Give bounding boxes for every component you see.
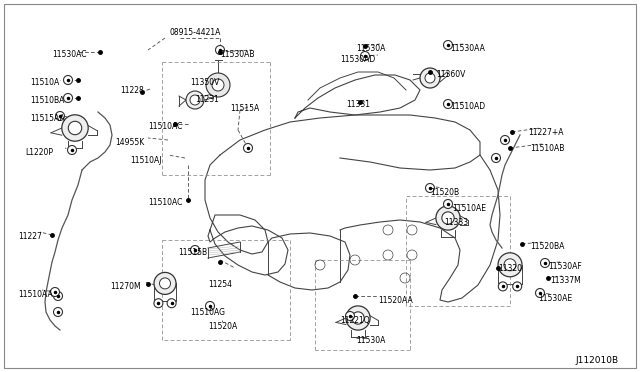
Text: 11510AC: 11510AC <box>148 198 182 207</box>
Text: 11530AE: 11530AE <box>538 294 572 303</box>
Text: 11530A: 11530A <box>356 336 385 345</box>
Circle shape <box>167 299 176 308</box>
Text: 11520A: 11520A <box>208 322 237 331</box>
Circle shape <box>206 73 230 97</box>
Text: 11510AC: 11510AC <box>148 122 182 131</box>
Text: 11515B: 11515B <box>178 248 207 257</box>
Circle shape <box>499 282 508 291</box>
Text: 11530AA: 11530AA <box>450 44 485 53</box>
Text: 11510A: 11510A <box>30 78 60 87</box>
Text: 11515A: 11515A <box>230 104 259 113</box>
Circle shape <box>205 301 214 311</box>
Text: 11270M: 11270M <box>110 282 141 291</box>
Text: 11510AE: 11510AE <box>452 204 486 213</box>
Text: 11510AD: 11510AD <box>450 102 485 111</box>
Text: 11337M: 11337M <box>550 276 580 285</box>
Circle shape <box>243 144 253 153</box>
Circle shape <box>68 121 82 135</box>
Circle shape <box>444 199 452 208</box>
Circle shape <box>536 289 545 298</box>
Circle shape <box>492 154 500 163</box>
Circle shape <box>420 68 440 88</box>
Circle shape <box>154 299 163 308</box>
Text: J112010B: J112010B <box>575 356 618 365</box>
Text: 11510AA: 11510AA <box>18 290 52 299</box>
Text: 11228: 11228 <box>120 86 144 95</box>
Text: 11227+A: 11227+A <box>528 128 563 137</box>
Text: 11320: 11320 <box>498 264 522 273</box>
Circle shape <box>212 79 224 91</box>
Text: 14955K: 14955K <box>115 138 144 147</box>
Text: 11530AB: 11530AB <box>220 50 255 59</box>
Circle shape <box>191 246 200 254</box>
Text: 11520B: 11520B <box>430 188 459 197</box>
Text: 11333: 11333 <box>444 218 468 227</box>
Text: 11510AJ: 11510AJ <box>130 156 161 165</box>
Circle shape <box>436 206 460 230</box>
Text: 11520AA: 11520AA <box>378 296 413 305</box>
Text: 11360V: 11360V <box>436 70 465 79</box>
Circle shape <box>63 93 72 103</box>
Text: 11530AF: 11530AF <box>548 262 582 271</box>
Circle shape <box>444 41 452 49</box>
Text: 11350V: 11350V <box>190 78 220 87</box>
Text: 11254: 11254 <box>208 280 232 289</box>
Circle shape <box>346 311 355 321</box>
Circle shape <box>513 282 522 291</box>
Circle shape <box>442 212 454 224</box>
Circle shape <box>54 292 63 301</box>
Text: 11520BA: 11520BA <box>530 242 564 251</box>
Circle shape <box>346 306 370 330</box>
Text: 11227: 11227 <box>18 232 42 241</box>
Circle shape <box>51 288 60 296</box>
Circle shape <box>216 45 225 55</box>
Circle shape <box>360 51 369 61</box>
Text: 11221Q: 11221Q <box>340 316 370 325</box>
Circle shape <box>186 91 204 109</box>
Text: 11530A: 11530A <box>356 44 385 53</box>
Circle shape <box>67 145 77 154</box>
Circle shape <box>504 259 516 271</box>
Circle shape <box>154 272 176 294</box>
Circle shape <box>498 253 522 277</box>
Circle shape <box>541 259 550 267</box>
Text: 11530AC: 11530AC <box>52 50 86 59</box>
Circle shape <box>444 99 452 109</box>
Text: 11510BA: 11510BA <box>30 96 65 105</box>
Text: 11510AB: 11510AB <box>530 144 564 153</box>
Circle shape <box>63 76 72 84</box>
Circle shape <box>62 115 88 141</box>
Circle shape <box>352 312 364 324</box>
Text: 11530AD: 11530AD <box>340 55 375 64</box>
Circle shape <box>190 95 200 105</box>
Text: 11515AA: 11515AA <box>30 114 65 123</box>
Circle shape <box>54 308 63 317</box>
Circle shape <box>56 112 65 121</box>
Circle shape <box>159 278 170 289</box>
Text: 08915-4421A: 08915-4421A <box>170 28 221 37</box>
Text: 11510AG: 11510AG <box>190 308 225 317</box>
Text: L1220P: L1220P <box>25 148 53 157</box>
Text: 11231: 11231 <box>195 95 219 104</box>
Circle shape <box>426 183 435 192</box>
Text: 11331: 11331 <box>346 100 370 109</box>
Circle shape <box>425 73 435 83</box>
Circle shape <box>500 135 509 144</box>
